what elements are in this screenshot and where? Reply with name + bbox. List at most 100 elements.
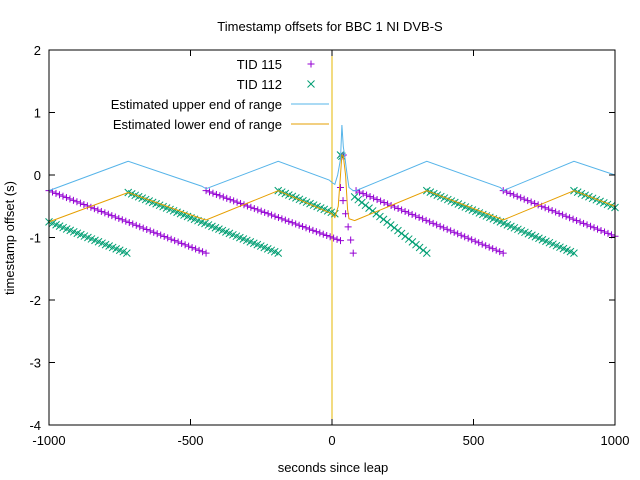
legend-entry: TID 115	[237, 57, 315, 72]
data-point	[510, 191, 518, 199]
data-point	[401, 232, 410, 241]
data-point	[268, 211, 276, 219]
data-point	[264, 210, 272, 218]
data-point	[365, 204, 373, 212]
data-point	[97, 207, 105, 215]
data-point	[475, 239, 483, 247]
data-point	[404, 235, 413, 243]
y-tick-label: 2	[34, 43, 41, 58]
chart-title: Timestamp offsets for BBC 1 NI DVB-S	[217, 19, 443, 34]
data-point	[143, 226, 151, 234]
data-point	[271, 212, 279, 220]
data-point	[316, 229, 324, 237]
data-point	[299, 223, 307, 231]
y-axis-label: timestamp offset (s)	[2, 181, 17, 295]
data-point	[136, 223, 144, 231]
data-point	[587, 222, 595, 230]
data-point	[461, 233, 469, 241]
data-point	[150, 228, 158, 236]
data-point	[376, 212, 384, 221]
data-point	[555, 209, 563, 217]
data-point	[339, 197, 347, 205]
legend-swatch	[307, 80, 315, 88]
data-point	[359, 190, 367, 198]
data-point	[590, 224, 598, 232]
legend-entry: TID 112	[237, 77, 315, 92]
data-point	[233, 198, 241, 206]
data-point	[594, 225, 602, 233]
data-point	[366, 193, 374, 201]
data-point	[358, 198, 366, 207]
x-tick-label: -1000	[32, 433, 65, 448]
data-point	[122, 217, 130, 225]
plot-area	[45, 124, 619, 257]
data-point	[202, 249, 210, 257]
data-point	[370, 194, 378, 202]
data-point	[597, 227, 605, 235]
data-point	[368, 207, 377, 215]
legend-label: Estimated upper end of range	[111, 97, 282, 112]
data-point	[192, 245, 200, 253]
data-point	[326, 233, 334, 241]
data-point	[601, 228, 609, 236]
data-point	[482, 242, 490, 250]
data-point	[174, 238, 182, 246]
data-point	[372, 209, 381, 218]
series-1	[45, 151, 619, 257]
data-point	[223, 194, 231, 202]
data-point	[118, 216, 126, 224]
data-point	[206, 188, 214, 196]
data-point	[278, 215, 286, 223]
data-point	[160, 232, 168, 240]
data-point	[226, 196, 234, 204]
data-point	[336, 184, 344, 191]
data-point	[139, 224, 147, 232]
data-point	[261, 208, 269, 216]
data-point	[157, 231, 165, 239]
data-point	[386, 221, 395, 229]
data-point	[181, 241, 189, 249]
axes: -1000 -500 0 500 1000 -4 -3 -2 -1 0 1 2	[29, 43, 629, 448]
data-point	[319, 230, 327, 238]
series-line	[48, 124, 616, 192]
data-point	[394, 226, 402, 235]
data-point	[447, 227, 455, 235]
y-tick-label: -1	[29, 231, 41, 246]
data-point	[94, 206, 102, 214]
data-point	[489, 245, 497, 253]
data-point	[398, 206, 406, 214]
data-point	[330, 234, 338, 242]
data-point	[146, 227, 154, 235]
data-point	[125, 219, 133, 227]
data-point	[171, 237, 179, 245]
data-point	[336, 237, 344, 245]
data-point	[429, 219, 437, 227]
data-point	[55, 191, 63, 199]
data-point	[443, 225, 451, 233]
x-tick-label: 1000	[601, 433, 630, 448]
data-point	[440, 224, 448, 232]
data-point	[454, 230, 462, 238]
data-point	[569, 215, 577, 223]
series-0	[45, 151, 619, 257]
data-point	[361, 201, 370, 210]
legend-swatch	[307, 60, 315, 68]
data-point	[559, 211, 567, 219]
legend: TID 115 TID 112 Estimated upper end of ran…	[111, 57, 329, 132]
data-point	[412, 212, 420, 220]
data-point	[111, 213, 119, 221]
data-point	[373, 196, 381, 204]
data-point	[302, 224, 310, 232]
data-point	[285, 217, 293, 225]
x-tick-label: -500	[177, 433, 203, 448]
data-point	[295, 221, 303, 229]
data-point	[422, 216, 430, 224]
data-point	[66, 195, 74, 203]
data-point	[436, 222, 444, 230]
data-point	[349, 249, 357, 257]
data-point	[384, 200, 392, 208]
data-point	[464, 234, 472, 242]
data-point	[122, 249, 131, 257]
data-point	[513, 192, 521, 200]
